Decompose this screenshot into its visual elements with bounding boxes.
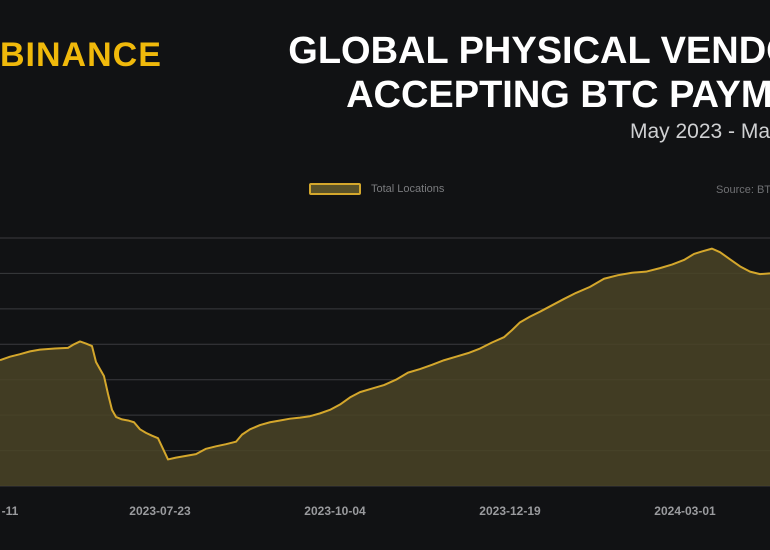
chart-subtitle: May 2023 - Ma — [630, 120, 770, 143]
legend-label: Total Locations — [371, 183, 445, 195]
chart-title-line-1: GLOBAL PHYSICAL VENDO — [288, 30, 770, 72]
x-tick-label: 2023-10-04 — [304, 504, 366, 518]
series-line — [0, 247, 770, 461]
x-tick-label: 2023-12-19 — [479, 504, 541, 518]
x-tick-label: 2023-07-23 — [129, 504, 191, 518]
series-area-fill — [0, 248, 770, 486]
chart-legend: Total Locations — [309, 182, 444, 196]
chart-source: Source: BT — [716, 184, 770, 196]
x-tick-label: 2024-03-01 — [654, 504, 716, 518]
legend-swatch — [309, 183, 361, 195]
x-tick-label: -11 — [2, 504, 19, 518]
brand-logo-text: BINANCE — [0, 36, 162, 74]
chart-title-line-2: ACCEPTING BTC PAYME — [346, 74, 770, 116]
